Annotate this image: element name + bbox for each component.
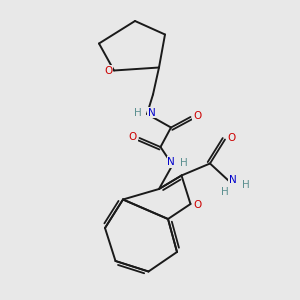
Text: H: H [180,158,188,169]
Text: O: O [227,133,236,143]
Text: N: N [148,107,155,118]
Text: N: N [229,175,236,185]
Text: H: H [134,107,141,118]
Text: O: O [104,65,113,76]
Text: N: N [167,157,175,167]
Text: O: O [193,110,201,121]
Text: H: H [242,179,250,190]
Text: H: H [221,187,229,197]
Text: O: O [129,131,137,142]
Text: O: O [193,200,201,211]
